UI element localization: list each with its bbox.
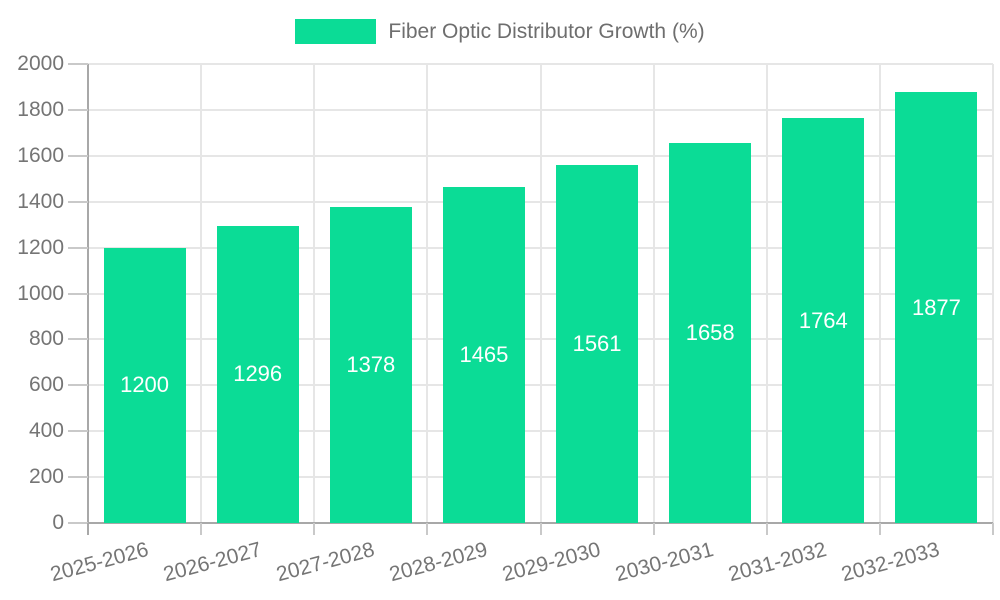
bar-value-label: 1877 xyxy=(911,294,961,320)
x-tick-5 xyxy=(652,523,655,535)
y-tick-label-0: 0 xyxy=(52,511,64,534)
gridline-x-7 xyxy=(878,64,881,523)
y-tick-label-1800: 1800 xyxy=(17,97,64,121)
y-tick-1800 xyxy=(68,108,88,111)
y-axis-line xyxy=(87,64,89,523)
gridline-x-4 xyxy=(539,64,542,523)
bar-2029-2030[interactable]: 1561 xyxy=(556,164,639,523)
x-tick-7 xyxy=(878,523,881,535)
plot-area: 1200 1296 1378 1465 1561 1658 1764 1877 xyxy=(87,63,994,524)
y-tick-800 xyxy=(68,338,88,341)
bar-value-label: 1296 xyxy=(233,361,283,387)
legend-swatch xyxy=(295,19,377,44)
y-tick-label-1200: 1200 xyxy=(17,235,64,259)
bar-2028-2029[interactable]: 1465 xyxy=(442,186,525,523)
bar-2032-2033[interactable]: 1877 xyxy=(895,92,978,523)
y-tick-1200 xyxy=(68,246,88,249)
x-tick-2 xyxy=(313,523,316,535)
x-tick-4 xyxy=(539,523,542,535)
y-tick-label-1000: 1000 xyxy=(17,281,64,305)
y-tick-label-200: 200 xyxy=(28,465,64,489)
gridline-x-2 xyxy=(313,64,316,523)
gridline-x-6 xyxy=(765,64,768,523)
y-tick-label-600: 600 xyxy=(28,373,64,397)
bar-value-label: 1561 xyxy=(572,330,622,356)
bar-value-label: 1465 xyxy=(459,341,509,367)
bar-value-label: 1764 xyxy=(798,307,848,333)
bar-2026-2027[interactable]: 1296 xyxy=(216,225,299,523)
y-tick-label-1600: 1600 xyxy=(17,143,64,167)
y-tick-1400 xyxy=(68,200,88,203)
gridline-x-8 xyxy=(992,64,994,523)
y-tick-1600 xyxy=(68,154,88,157)
bar-2025-2026[interactable]: 1200 xyxy=(103,247,186,523)
y-tick-label-800: 800 xyxy=(28,327,64,351)
y-tick-600 xyxy=(68,384,88,387)
bar-value-label: 1378 xyxy=(346,351,396,377)
gridline-x-3 xyxy=(426,64,429,523)
y-tick-200 xyxy=(68,476,88,479)
y-tick-0 xyxy=(68,522,88,524)
x-tick-8 xyxy=(992,523,994,535)
bar-2027-2028[interactable]: 1378 xyxy=(329,206,412,523)
x-tick-3 xyxy=(426,523,429,535)
bar-2030-2031[interactable]: 1658 xyxy=(669,142,752,523)
y-tick-label-2000: 2000 xyxy=(17,52,64,75)
y-tick-2000 xyxy=(68,63,88,65)
legend-label: Fiber Optic Distributor Growth (%) xyxy=(388,19,705,43)
y-tick-label-400: 400 xyxy=(28,419,64,443)
gridline-x-1 xyxy=(200,64,203,523)
y-tick-label-1400: 1400 xyxy=(17,189,64,213)
x-tick-1 xyxy=(200,523,203,535)
legend-item[interactable]: Fiber Optic Distributor Growth (%) xyxy=(0,19,1000,44)
y-tick-1000 xyxy=(68,292,88,295)
bar-value-label: 1200 xyxy=(120,372,170,398)
gridline-x-5 xyxy=(652,64,655,523)
y-tick-400 xyxy=(68,430,88,433)
x-tick-6 xyxy=(765,523,768,535)
bar-2031-2032[interactable]: 1764 xyxy=(782,118,865,523)
x-tick-0 xyxy=(87,523,89,535)
bar-value-label: 1658 xyxy=(685,319,735,345)
